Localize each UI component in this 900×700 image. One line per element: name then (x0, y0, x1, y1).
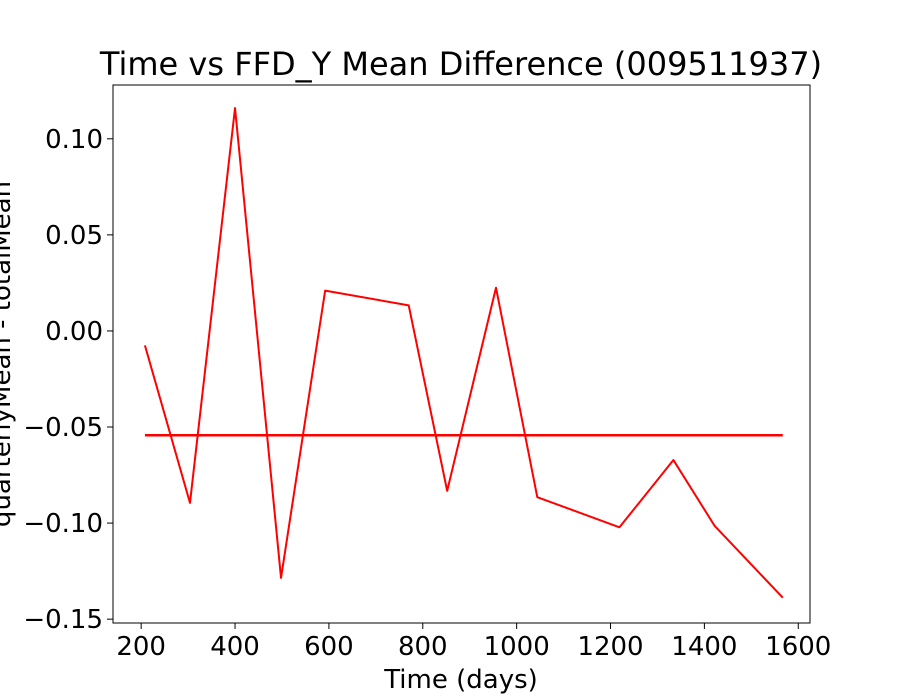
series-line-mean-difference (143, 107, 784, 599)
y-tick-label: 0.10 (45, 125, 103, 155)
x-tick-label: 1000 (484, 632, 550, 662)
x-tick-label: 1600 (765, 632, 831, 662)
y-axis: 0.10 0.05 0.00 −0.05 −0.10 −0.15 (23, 125, 113, 635)
y-tick-label: −0.10 (23, 509, 103, 539)
x-axis-label: Time (days) (383, 665, 538, 695)
y-tick-label: 0.00 (45, 317, 103, 347)
series-layer (143, 107, 784, 599)
x-tick-label: 400 (210, 632, 260, 662)
x-tick-label: 1200 (577, 632, 643, 662)
y-tick-label: −0.05 (23, 413, 103, 443)
x-axis: 200 400 600 800 1000 1200 1400 1600 (116, 623, 831, 662)
x-tick-label: 800 (398, 632, 448, 662)
x-tick-label: 200 (116, 632, 166, 662)
x-tick-label: 1400 (671, 632, 737, 662)
y-tick-label: −0.15 (23, 605, 103, 635)
x-tick-label: 600 (304, 632, 354, 662)
chart-title: Time vs FFD_Y Mean Difference (009511937… (99, 45, 822, 83)
y-tick-label: 0.05 (45, 221, 103, 251)
y-axis-label: quarterlyMean - totalMean (0, 181, 17, 527)
plot-frame (112, 84, 811, 624)
